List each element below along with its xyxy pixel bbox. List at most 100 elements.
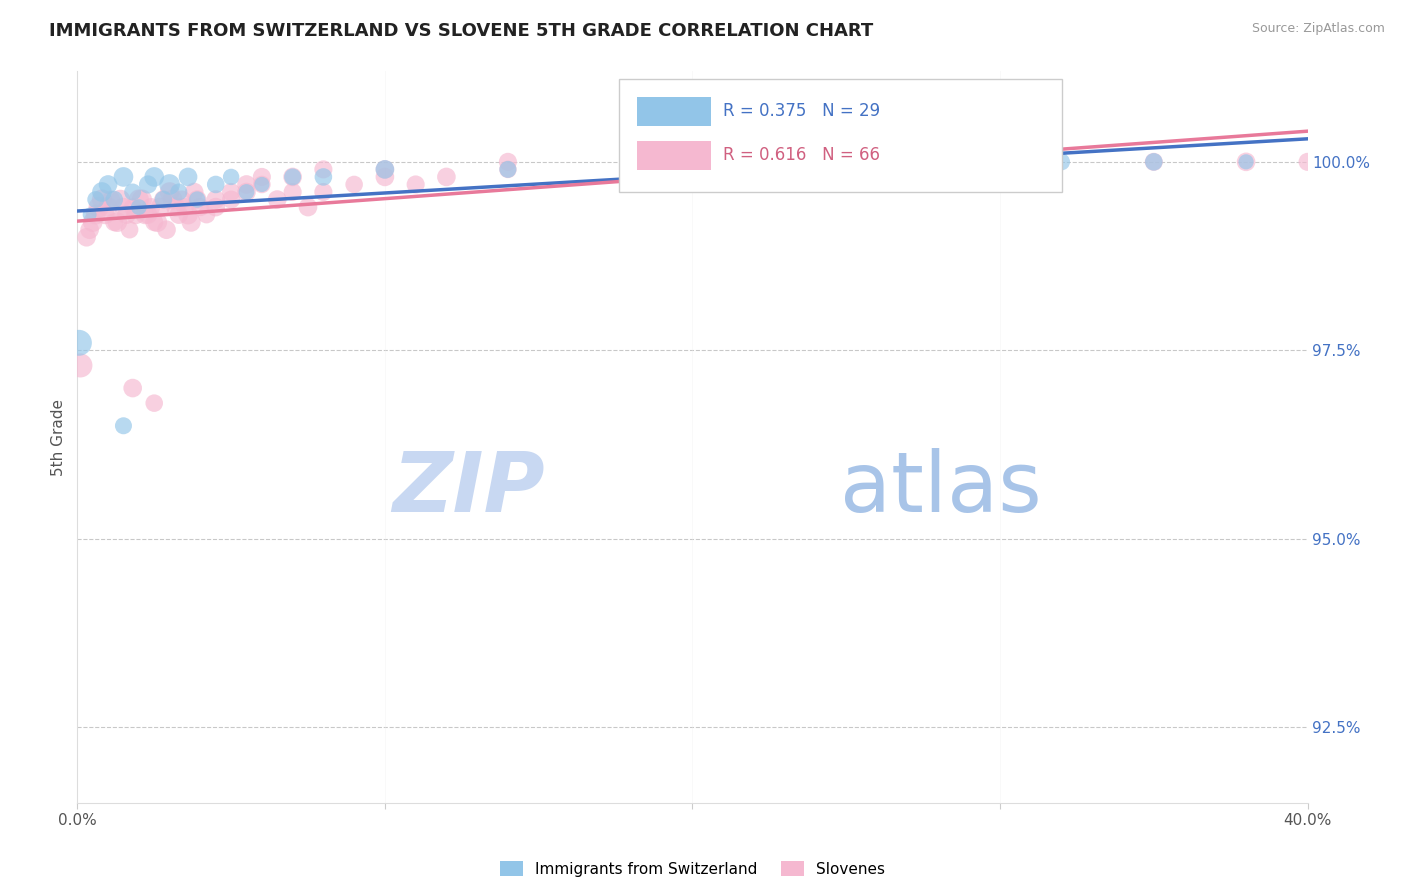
Point [297, 200, 319, 214]
Point [162, 193, 184, 207]
Point [143, 169, 166, 184]
Point [121, 185, 143, 199]
Point [128, 193, 150, 207]
Point [159, 185, 181, 199]
Point [266, 193, 288, 207]
Point [87, 200, 110, 214]
Text: R = 0.616   N = 66: R = 0.616 N = 66 [723, 146, 880, 164]
Point [143, 215, 166, 229]
Point [496, 162, 519, 177]
Point [312, 169, 335, 184]
Text: R = 0.375   N = 29: R = 0.375 N = 29 [723, 102, 880, 120]
Point [155, 223, 177, 237]
Point [118, 223, 141, 237]
Text: Source: ZipAtlas.com: Source: ZipAtlas.com [1251, 22, 1385, 36]
Point [136, 208, 159, 222]
Bar [637, 97, 711, 126]
Point [94, 208, 117, 222]
Point [405, 178, 427, 192]
Point [128, 200, 150, 214]
Point [90, 185, 114, 199]
Point [312, 162, 335, 177]
Point [204, 178, 226, 192]
Point [112, 418, 135, 433]
Point [149, 200, 172, 214]
Point [79, 223, 101, 237]
Point [84, 208, 107, 222]
Point [90, 193, 114, 207]
Point [204, 200, 226, 214]
Point [219, 169, 242, 184]
Point [170, 193, 193, 207]
Point [67, 335, 90, 350]
Point [79, 208, 101, 222]
Point [496, 154, 519, 169]
Point [97, 200, 120, 214]
Y-axis label: 5th Grade: 5th Grade [51, 399, 66, 475]
Point [131, 193, 153, 207]
Point [82, 215, 104, 229]
Point [159, 178, 181, 192]
Point [835, 154, 858, 169]
Point [167, 185, 190, 199]
Point [186, 193, 208, 207]
Point [174, 200, 197, 214]
Point [103, 193, 125, 207]
Point [235, 185, 257, 199]
Point [374, 162, 396, 177]
Point [281, 185, 304, 199]
Point [204, 193, 226, 207]
Text: atlas: atlas [841, 448, 1042, 529]
Point [1050, 154, 1073, 169]
Point [988, 154, 1011, 169]
Point [152, 193, 174, 207]
Point [136, 178, 159, 192]
Text: ZIP: ZIP [392, 448, 546, 529]
Point [281, 169, 304, 184]
Point [167, 208, 190, 222]
Point [69, 359, 91, 373]
Point [134, 208, 156, 222]
Point [988, 154, 1011, 169]
Point [682, 154, 704, 169]
Point [250, 178, 273, 192]
Point [146, 215, 169, 229]
Point [1234, 154, 1257, 169]
Point [165, 200, 187, 214]
Point [374, 162, 396, 177]
Point [112, 200, 135, 214]
Point [186, 193, 208, 207]
Point [250, 169, 273, 184]
Point [343, 178, 366, 192]
Bar [637, 141, 711, 170]
Point [190, 200, 212, 214]
Point [121, 200, 143, 214]
Point [143, 396, 166, 410]
Point [110, 193, 132, 207]
Point [835, 154, 858, 169]
Point [1296, 154, 1319, 169]
Point [141, 200, 163, 214]
Point [219, 185, 242, 199]
Legend: Immigrants from Switzerland, Slovenes: Immigrants from Switzerland, Slovenes [494, 855, 891, 883]
Point [312, 185, 335, 199]
Point [180, 215, 202, 229]
Point [115, 208, 138, 222]
Point [84, 193, 107, 207]
Point [97, 178, 120, 192]
Point [195, 208, 218, 222]
Point [1234, 154, 1257, 169]
Point [496, 162, 519, 177]
Point [235, 178, 257, 192]
Point [682, 154, 704, 169]
Point [183, 185, 205, 199]
Point [103, 215, 125, 229]
Point [1143, 154, 1166, 169]
Point [219, 193, 242, 207]
Point [1143, 154, 1166, 169]
Text: IMMIGRANTS FROM SWITZERLAND VS SLOVENE 5TH GRADE CORRELATION CHART: IMMIGRANTS FROM SWITZERLAND VS SLOVENE 5… [49, 22, 873, 40]
Point [177, 208, 200, 222]
Point [250, 178, 273, 192]
Point [152, 193, 174, 207]
Point [125, 208, 148, 222]
